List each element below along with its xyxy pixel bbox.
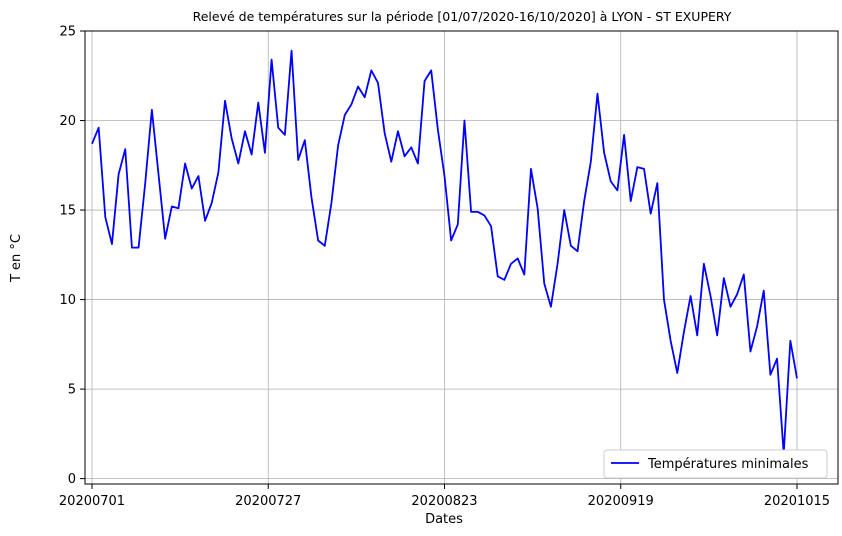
y-tick-label: 5 [68, 383, 76, 398]
x-tick-label: 20200701 [59, 494, 125, 509]
legend: Températures minimales [603, 449, 828, 479]
y-tick-label: 25 [59, 25, 76, 40]
y-axis-label: T en °C [9, 234, 24, 283]
legend-box [603, 449, 828, 479]
y-tick-label: 15 [59, 204, 76, 219]
y-axis-ticks: 0 5 10 15 20 25 [59, 25, 85, 487]
x-axis-label: Dates [425, 512, 463, 527]
series-line-temperatures-minimales [91, 49, 798, 455]
y-tick-label: 0 [68, 472, 76, 487]
x-axis-ticks: 20200701 20200727 20200823 20200919 20201015 [59, 484, 830, 509]
chart-title: Relevé de températures sur la période [0… [193, 9, 732, 24]
x-tick-label: 20200919 [588, 494, 654, 509]
legend-label: Températures minimales [647, 457, 809, 472]
x-tick-label: 20200727 [235, 494, 301, 509]
grid-lines [85, 30, 838, 484]
x-tick-label: 20201015 [764, 494, 830, 509]
y-tick-label: 20 [59, 114, 76, 129]
y-tick-label: 10 [59, 293, 76, 308]
x-tick-label: 20200823 [411, 494, 477, 509]
plot-area-frame [84, 30, 839, 485]
